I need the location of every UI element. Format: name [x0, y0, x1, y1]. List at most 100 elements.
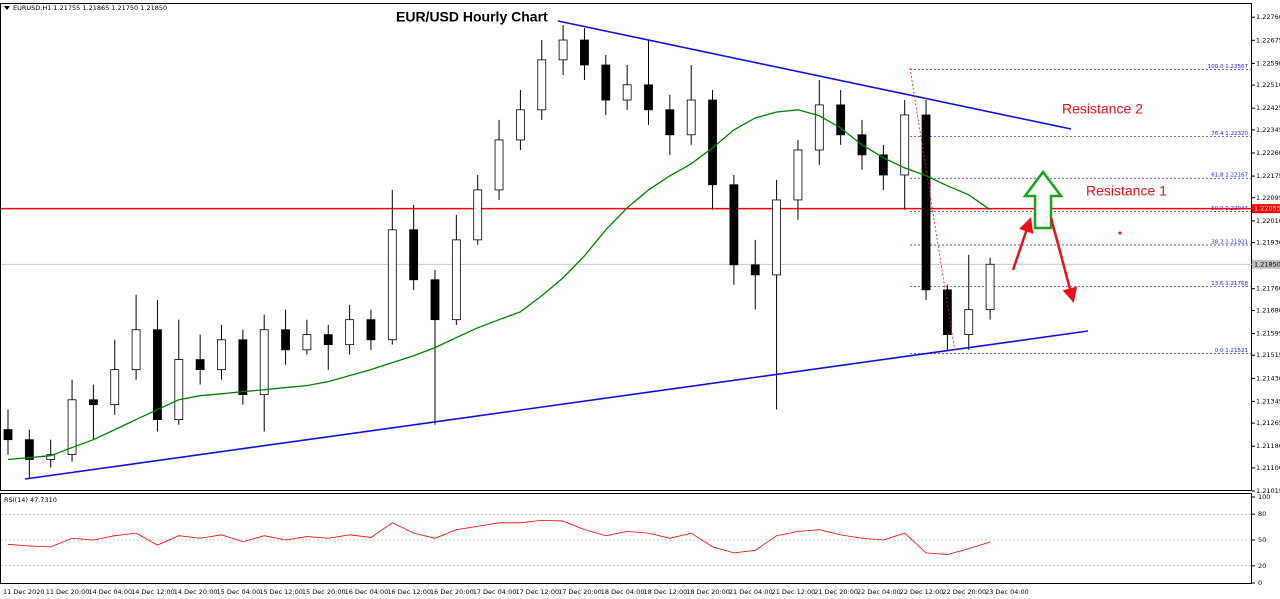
candle-body — [3, 429, 13, 441]
fib-label: 0.0 1.21521 — [1215, 348, 1248, 354]
candle-body — [238, 339, 248, 396]
candle-body — [451, 239, 461, 321]
y-tick-label: 1.21345 — [1256, 397, 1280, 405]
candle-body — [686, 99, 696, 136]
x-tick-label: 22 Dec 12:00 — [900, 588, 944, 596]
y-tick-label: 1.21015 — [1256, 487, 1280, 495]
y-tick-label: 1.22425 — [1256, 104, 1280, 112]
y-tick-label: 1.22590 — [1256, 59, 1280, 67]
y-tick-label: 1.21180 — [1256, 442, 1280, 450]
x-tick-label: 15 Dec 20:00 — [302, 588, 346, 596]
candle-body — [67, 399, 77, 456]
x-tick-label: 14 Dec 12:00 — [131, 588, 175, 596]
y-tick-label: 1.21515 — [1256, 351, 1280, 359]
candle-body — [921, 114, 931, 291]
candle-body — [494, 139, 504, 191]
y-tick-label: 1.21760 — [1256, 285, 1280, 293]
candle-body — [366, 319, 376, 341]
y-tick-label: 1.22760 — [1256, 13, 1280, 21]
candle-body — [729, 184, 739, 266]
horizontal-line-label: 1.22055 — [1254, 205, 1280, 213]
candle-body — [174, 359, 184, 420]
y-tick-label: 1.22260 — [1256, 149, 1280, 157]
candle-body — [217, 339, 226, 371]
horizontal-line-box — [1252, 204, 1280, 214]
candle-body — [516, 109, 525, 141]
x-tick-label: 22 Dec 20:00 — [942, 588, 986, 596]
rsi-line — [7, 519, 991, 556]
y-tick-label: 50 — [1258, 536, 1266, 544]
x-tick-label: 15 Dec 12:00 — [259, 588, 303, 596]
y-tick-label: 1.22510 — [1256, 81, 1280, 89]
x-tick-label: 22 Dec 04:00 — [857, 588, 901, 596]
candle-body — [878, 154, 888, 176]
x-tick-label: 11 Dec 2020 — [3, 588, 45, 596]
y-tick-label: 1.22010 — [1256, 217, 1280, 225]
y-tick-label: 1.22095 — [1256, 194, 1280, 202]
y-tick-label: 0 — [1258, 579, 1262, 587]
y-tick-label: 1.21100 — [1256, 464, 1280, 472]
symbol-info: EURUSD,H1 1.21755 1.21865 1.21750 1.2185… — [13, 4, 167, 12]
candle-body — [153, 329, 162, 420]
x-tick-label: 18 Dec 20:00 — [686, 588, 730, 596]
candle-body — [473, 189, 483, 241]
x-tick-label: 17 Dec 04:00 — [473, 588, 517, 596]
x-tick-label: 16 Dec 12:00 — [387, 588, 431, 596]
red-arrow-down — [1049, 217, 1078, 303]
up-arrow — [1022, 169, 1064, 230]
candle-body — [985, 263, 995, 311]
rsi-panel — [0, 493, 1252, 584]
candle-body — [943, 289, 952, 336]
red-arrow-up — [1011, 217, 1034, 271]
fib-label: 23.6 1.21768 — [1211, 281, 1248, 287]
rsi-label: RSI(14) 47.7310 — [4, 496, 57, 504]
candle-body — [323, 334, 333, 346]
y-tick-label: 1.21430 — [1256, 374, 1280, 382]
annotation: Resistance 1 — [1086, 183, 1167, 199]
y-tick-label: 1.21595 — [1256, 330, 1280, 338]
dot — [1118, 231, 1122, 235]
current-price-box — [1252, 259, 1280, 269]
candle-body — [836, 104, 846, 136]
candle-body — [622, 84, 632, 101]
candle-body — [24, 439, 34, 460]
candle-body — [259, 329, 269, 396]
main-panel — [0, 3, 1252, 491]
candle-body — [131, 329, 141, 371]
x-tick-label: 21 Dec 20:00 — [814, 588, 858, 596]
candle-body — [580, 39, 589, 66]
x-tick-label: 14 Dec 04:00 — [88, 588, 132, 596]
x-tick-label: 18 Dec 12:00 — [644, 588, 688, 596]
x-tick-label: 21 Dec 04:00 — [729, 588, 773, 596]
x-tick-label: 11 Dec 20:00 — [46, 588, 90, 596]
x-tick-label: 18 Dec 04:00 — [601, 588, 645, 596]
candle-body — [793, 149, 803, 201]
x-tick-label: 17 Dec 12:00 — [515, 588, 559, 596]
x-tick-label: 21 Dec 12:00 — [772, 588, 816, 596]
menu-triangle — [4, 6, 10, 10]
candle-body — [89, 399, 98, 406]
candle-body — [46, 454, 56, 460]
fib-label: 76.4 1.22320 — [1211, 131, 1248, 137]
candle-body — [900, 114, 910, 176]
x-tick-label: 15 Dec 04:00 — [217, 588, 261, 596]
candle-body — [558, 39, 568, 61]
candle-body — [601, 64, 611, 101]
x-tick-label: 16 Dec 20:00 — [430, 588, 474, 596]
fib-label: 38.2 1.21921 — [1211, 240, 1248, 246]
fib-label: 100.0 1.22567 — [1208, 64, 1249, 70]
y-tick-label: 1.21680 — [1256, 306, 1280, 314]
candle-body — [409, 229, 419, 281]
fib-label: 61.8 1.22167 — [1211, 173, 1248, 179]
current-price-label: 1.21850 — [1254, 260, 1280, 268]
candle-body — [302, 334, 312, 351]
x-tick-label: 23 Dec 04:00 — [985, 588, 1029, 596]
y-tick-label: 1.22175 — [1256, 172, 1280, 180]
y-tick-label: 100 — [1258, 493, 1270, 501]
moving-average — [7, 109, 991, 461]
annotation: Resistance 2 — [1062, 101, 1143, 117]
y-tick-label: 1.21265 — [1256, 419, 1280, 427]
y-tick-label: 1.22345 — [1256, 126, 1280, 134]
candle-body — [772, 199, 781, 276]
